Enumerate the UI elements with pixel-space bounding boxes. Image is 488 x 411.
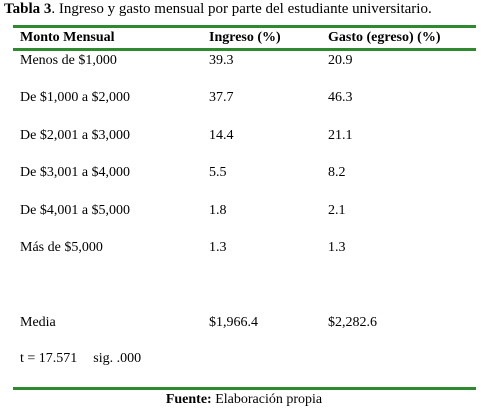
table-row-label: De $3,001 a $4,000 [20,165,131,180]
table-cell-ingreso: 37.7 [209,90,234,105]
table-row-label: Menos de $1,000 [20,53,117,68]
summary-gasto: $2,282.6 [328,315,377,330]
table-caption: Tabla 3. Ingreso y gasto mensual por par… [4,1,432,18]
table-cell-gasto: 1.3 [328,240,346,255]
bottom-rule [13,387,476,390]
header-rule [13,48,476,51]
table-cell-gasto: 21.1 [328,128,353,143]
source-note: Fuente: Elaboración propia [0,392,488,408]
summary-ingreso: $1,966.4 [209,315,258,330]
table-cell-gasto: 2.1 [328,203,346,218]
table-cell-ingreso: 5.5 [209,165,227,180]
caption-text: . Ingreso y gasto mensual por parte del … [51,1,432,17]
summary-label: Media [20,315,56,330]
table-cell-ingreso: 1.8 [209,203,227,218]
table-cell-ingreso: 39.3 [209,53,234,68]
statistic-line: t = 17.571 sig. .000 [20,351,141,367]
table-cell-gasto: 8.2 [328,165,346,180]
source-text: Elaboración propia [211,392,323,407]
header-monto: Monto Mensual [20,30,115,45]
table-row-label: De $2,001 a $3,000 [20,128,131,143]
caption-label: Tabla 3 [4,1,52,17]
top-rule [13,25,476,28]
table-row-label: Más de $5,000 [20,240,103,255]
sig-value: sig. .000 [93,351,142,366]
header-ingreso: Ingreso (%) [209,30,281,45]
table-cell-ingreso: 1.3 [209,240,227,255]
header-gasto: Gasto (egreso) (%) [328,30,441,45]
t-value: t = 17.571 [20,351,78,366]
source-label: Fuente: [165,392,212,407]
table-row-label: De $4,001 a $5,000 [20,203,131,218]
table-cell-gasto: 20.9 [328,53,353,68]
table-row-label: De $1,000 a $2,000 [20,90,131,105]
table-cell-gasto: 46.3 [328,90,353,105]
table-cell-ingreso: 14.4 [209,128,234,143]
